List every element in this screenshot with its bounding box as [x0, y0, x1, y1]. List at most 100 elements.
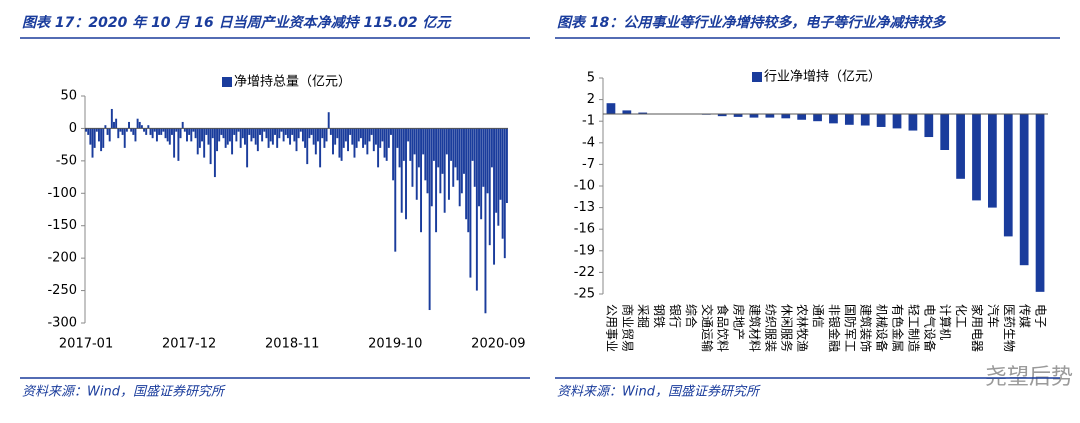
chart-title: 图表 17：2020 年 10 月 16 日当周产业资本净减持 115.02 亿… [22, 14, 452, 31]
bar [435, 128, 438, 233]
bar [282, 128, 285, 142]
bar [405, 128, 407, 220]
bar [460, 128, 463, 194]
bar [151, 128, 154, 139]
bar [940, 114, 950, 150]
bar [194, 128, 197, 139]
bar [813, 114, 822, 122]
bar [622, 110, 632, 114]
bar [259, 128, 261, 135]
bar [205, 128, 208, 135]
bar [338, 128, 341, 158]
y-tick-label: -13 [574, 200, 595, 215]
bar [198, 128, 201, 148]
bar [749, 114, 759, 118]
bar [439, 128, 442, 194]
bar [291, 128, 294, 135]
bar [132, 128, 135, 135]
x-tick-label: 轻工制造 [906, 304, 920, 352]
bar [860, 114, 870, 126]
y-tick-label: -1 [582, 114, 595, 129]
bar [407, 128, 410, 142]
bar [220, 128, 223, 135]
chart-title: 图表 18：公用事业等行业净增持较多，电子等行业净减持较多 [557, 14, 946, 31]
bar [241, 128, 244, 139]
bar [396, 128, 399, 148]
x-tick-label: 农林牧渔 [795, 304, 809, 352]
bar [334, 128, 337, 145]
bar [437, 128, 440, 168]
bar [327, 112, 330, 129]
bar [355, 128, 358, 148]
y-tick-label: -19 [574, 243, 595, 258]
bar [366, 128, 369, 155]
bar [89, 128, 92, 145]
bar [143, 128, 146, 132]
bar [147, 125, 150, 129]
bar [91, 128, 94, 158]
bar [134, 128, 137, 142]
bar [254, 128, 257, 145]
bar [222, 128, 225, 139]
bar [493, 128, 496, 265]
legend-label: 净增持总量（亿元） [234, 75, 351, 90]
x-tick-label: 休闲服务 [779, 304, 794, 352]
bar [972, 114, 981, 201]
bar [390, 128, 392, 135]
legend-swatch [222, 77, 232, 87]
bar [228, 128, 231, 142]
bar [988, 114, 997, 208]
bar [447, 128, 450, 200]
bar [458, 128, 461, 207]
bar [370, 128, 373, 135]
bar [432, 128, 435, 161]
bar [269, 128, 272, 142]
bar [465, 128, 468, 220]
bar [349, 128, 352, 135]
bar [469, 128, 472, 278]
bar [216, 128, 219, 152]
bar [417, 128, 420, 168]
bar [475, 128, 478, 291]
bar [495, 128, 498, 213]
bar [186, 128, 188, 142]
bar [323, 128, 326, 148]
x-tick-label: 家用电器 [970, 304, 985, 352]
x-tick-label: 国防军工 [843, 304, 858, 352]
bar [362, 128, 365, 148]
bar [441, 128, 444, 174]
bar [138, 121, 141, 129]
bar [280, 128, 283, 132]
bar [428, 128, 431, 311]
bar [312, 128, 315, 145]
x-tick-label: 非银金融 [827, 304, 842, 352]
bar [409, 128, 412, 161]
bar [357, 128, 360, 142]
bar [100, 128, 103, 152]
bar [250, 128, 253, 142]
bar [110, 108, 113, 129]
bar [177, 128, 180, 161]
bar [130, 128, 133, 132]
bar [424, 128, 427, 181]
bar [321, 128, 324, 139]
bar [413, 128, 416, 155]
bar [121, 128, 124, 135]
bar [319, 128, 322, 168]
bar [717, 114, 727, 117]
bar [342, 128, 345, 148]
bar [155, 128, 158, 142]
bar [213, 128, 216, 178]
bar [443, 128, 446, 213]
bar [218, 128, 221, 142]
y-tick-label: -7 [582, 157, 595, 172]
bar [411, 128, 414, 187]
y-tick-label: -300 [47, 316, 77, 331]
y-tick-label: 2 [587, 92, 595, 107]
bar [452, 128, 455, 187]
bar [400, 128, 403, 213]
bar [265, 128, 268, 139]
bar [484, 128, 487, 314]
bar [353, 128, 356, 158]
bar [106, 128, 109, 135]
